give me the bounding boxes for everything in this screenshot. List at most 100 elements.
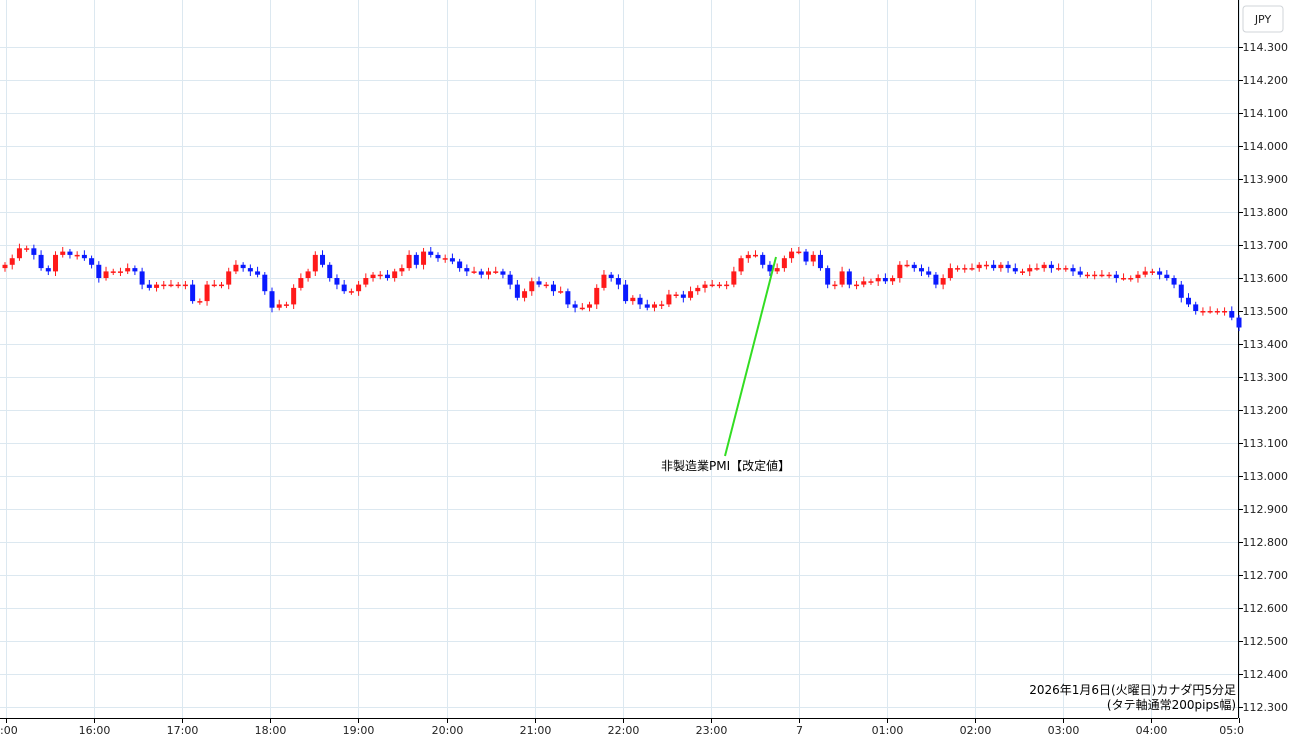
candle: [1171, 275, 1177, 289]
candle: [1178, 280, 1184, 303]
candle: [962, 264, 968, 273]
candle: [615, 274, 621, 290]
candle-body: [132, 268, 138, 272]
candle-body: [890, 278, 896, 282]
candle-body: [882, 278, 888, 282]
candle-body: [861, 281, 867, 285]
candle: [356, 280, 362, 296]
caption-line-1: 2026年1月6日(火曜日)カナダ円5分足: [1029, 682, 1236, 697]
candle-body: [608, 274, 614, 278]
candle: [983, 261, 989, 270]
candle-body: [356, 284, 362, 292]
candle-body: [1041, 264, 1047, 269]
candle: [1012, 263, 1018, 275]
candle: [485, 267, 491, 280]
candle-body: [1207, 311, 1213, 313]
candle-body: [1142, 271, 1148, 275]
candle-body: [1135, 274, 1141, 278]
candle-body: [16, 248, 22, 259]
candle: [998, 262, 1004, 272]
candle-body: [1121, 278, 1127, 280]
candle: [796, 246, 802, 255]
candle: [1164, 270, 1170, 281]
candle: [709, 279, 715, 288]
candle-body: [983, 264, 989, 267]
candle: [16, 243, 22, 261]
candle-body: [1063, 268, 1069, 270]
candle: [269, 287, 275, 313]
candle-body: [240, 264, 246, 269]
candle-body: [514, 284, 520, 298]
candle: [24, 245, 30, 252]
candle-body: [991, 264, 997, 269]
candle: [363, 273, 369, 288]
candle: [969, 263, 975, 271]
y-tick-label: 112.600: [1243, 602, 1289, 615]
candle-body: [298, 278, 304, 288]
candle: [31, 244, 37, 260]
candle: [608, 272, 614, 282]
price-axis: 114.300 114.200 114.100 114.000 113.900 113.8…: [1238, 41, 1288, 714]
candle: [240, 262, 246, 272]
candle: [9, 254, 15, 270]
candle: [868, 278, 874, 285]
candle-body: [500, 271, 506, 275]
candle-body: [320, 254, 326, 265]
candle: [204, 280, 210, 306]
candle-body: [146, 284, 152, 288]
candle-body: [269, 291, 275, 308]
candle-body: [904, 264, 910, 267]
candle: [45, 265, 51, 276]
candle: [305, 268, 311, 282]
candle-body: [594, 287, 600, 305]
candle: [680, 290, 686, 303]
candle-body: [53, 254, 59, 272]
candle: [421, 247, 427, 270]
y-tick-label: 113.900: [1243, 173, 1289, 186]
candle: [81, 250, 87, 261]
candle-body: [962, 268, 968, 270]
candle: [644, 299, 650, 311]
candle-body: [9, 258, 15, 265]
candle: [1077, 266, 1083, 278]
candle-body: [457, 261, 463, 269]
candle: [1113, 271, 1119, 283]
candle: [587, 301, 593, 312]
candle: [413, 252, 419, 269]
candle: [724, 280, 730, 290]
candle: [839, 266, 845, 288]
candle-body: [695, 287, 701, 292]
candle: [1222, 307, 1228, 316]
candle: [630, 295, 636, 305]
x-tick-label: 19:00: [343, 724, 375, 737]
candle-body: [276, 304, 282, 308]
candle-body: [283, 304, 289, 306]
candle-body: [550, 284, 556, 292]
candle: [1207, 306, 1213, 314]
candle: [673, 291, 679, 299]
candle: [688, 286, 694, 301]
candle: [1193, 301, 1199, 315]
candle-body: [1185, 297, 1191, 305]
candle: [1041, 262, 1047, 272]
candle: [478, 268, 484, 279]
candle-body: [868, 281, 874, 283]
y-tick-label: 112.400: [1243, 668, 1289, 681]
candle: [255, 266, 261, 278]
candle: [558, 286, 564, 294]
candle: [262, 272, 268, 295]
candle-body: [976, 264, 982, 269]
y-tick-label: 112.800: [1243, 536, 1289, 549]
candle-body: [370, 274, 376, 278]
candle: [197, 298, 203, 305]
candle: [449, 253, 455, 265]
candle-body: [933, 274, 939, 285]
y-tick-label: 113.000: [1243, 470, 1289, 483]
candle: [702, 280, 708, 293]
x-tick-label: 20:00: [432, 724, 464, 737]
candle-body: [182, 284, 188, 287]
candle: [117, 267, 123, 277]
candle-body: [204, 284, 210, 302]
candle: [890, 275, 896, 285]
